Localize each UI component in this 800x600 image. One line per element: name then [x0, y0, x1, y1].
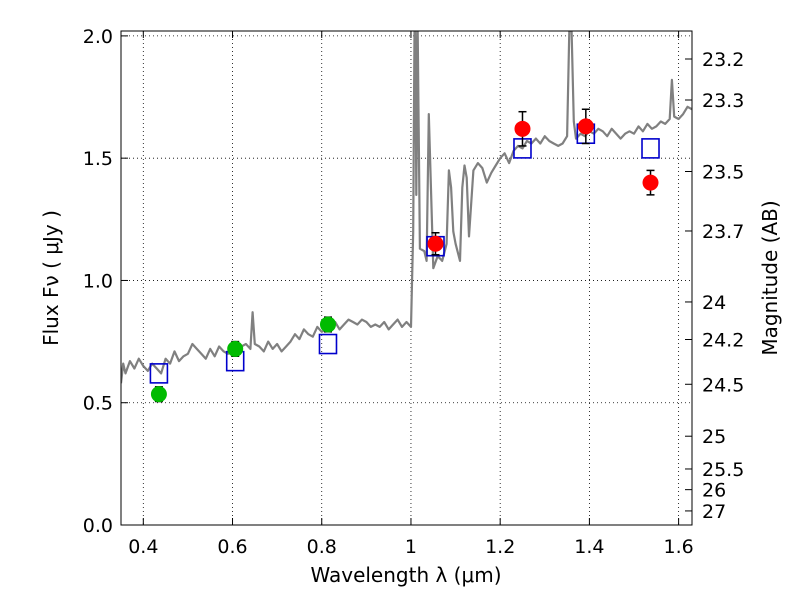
- series-layer: [121, 31, 692, 403]
- model-photometry-point: [318, 333, 338, 355]
- y2-tick-label: 25: [702, 426, 726, 448]
- y2-tick-label: 23.5: [702, 162, 744, 184]
- observed-infrared-point: [642, 174, 659, 191]
- y-tick-label: 1.0: [83, 270, 113, 292]
- y-tick-label: 1.5: [83, 148, 113, 170]
- model-photometry-point: [641, 138, 660, 159]
- x-tick-label: 0.4: [128, 536, 158, 558]
- x-tick-label: 1: [405, 536, 417, 558]
- y2-tick-label: 24.2: [702, 329, 744, 351]
- x-axis-label: Wavelength λ (μm): [310, 563, 501, 587]
- observed-infrared-point: [427, 235, 444, 252]
- x-tick-label: 0.6: [217, 536, 247, 558]
- y2-axis-label: Magnitude (AB): [758, 200, 782, 355]
- y2-tick-label: 24.5: [702, 374, 744, 396]
- observed-infrared-point: [577, 118, 594, 135]
- y2-tick-label: 26: [702, 480, 726, 502]
- y2-tick-label: 23.2: [702, 49, 744, 71]
- tick-marks: [121, 31, 692, 526]
- x-tick-label: 1.6: [664, 536, 694, 558]
- x-tick-label: 1.4: [574, 536, 604, 558]
- y2-tick-label: 27: [702, 501, 726, 523]
- y-tick-label: 2.0: [83, 26, 113, 48]
- observed-infrared-point: [514, 120, 531, 137]
- y-axis-label: Flux Fν ( μJy ): [39, 210, 63, 346]
- observed-optical-point: [227, 340, 244, 357]
- x-tick-label: 0.8: [307, 536, 337, 558]
- plot-frame: [120, 30, 693, 526]
- tick-labels: 0.4 0.6 0.8 1 1.2 1.4 1.6 0.0 0.5 1.0 1.5 2.0 23.2 23…: [83, 26, 745, 558]
- y-tick-label: 0.0: [83, 515, 113, 537]
- y2-tick-label: 25.5: [702, 459, 744, 481]
- model-photometry-point: [149, 363, 169, 384]
- x-tick-label: 1.2: [485, 536, 515, 558]
- y2-tick-label: 23.3: [702, 90, 744, 112]
- observed-optical-point: [150, 386, 167, 403]
- y2-tick-label: 24: [702, 292, 726, 314]
- observed-optical-point: [319, 316, 336, 333]
- y2-tick-label: 23.7: [702, 221, 744, 243]
- y-tick-label: 0.5: [83, 393, 113, 415]
